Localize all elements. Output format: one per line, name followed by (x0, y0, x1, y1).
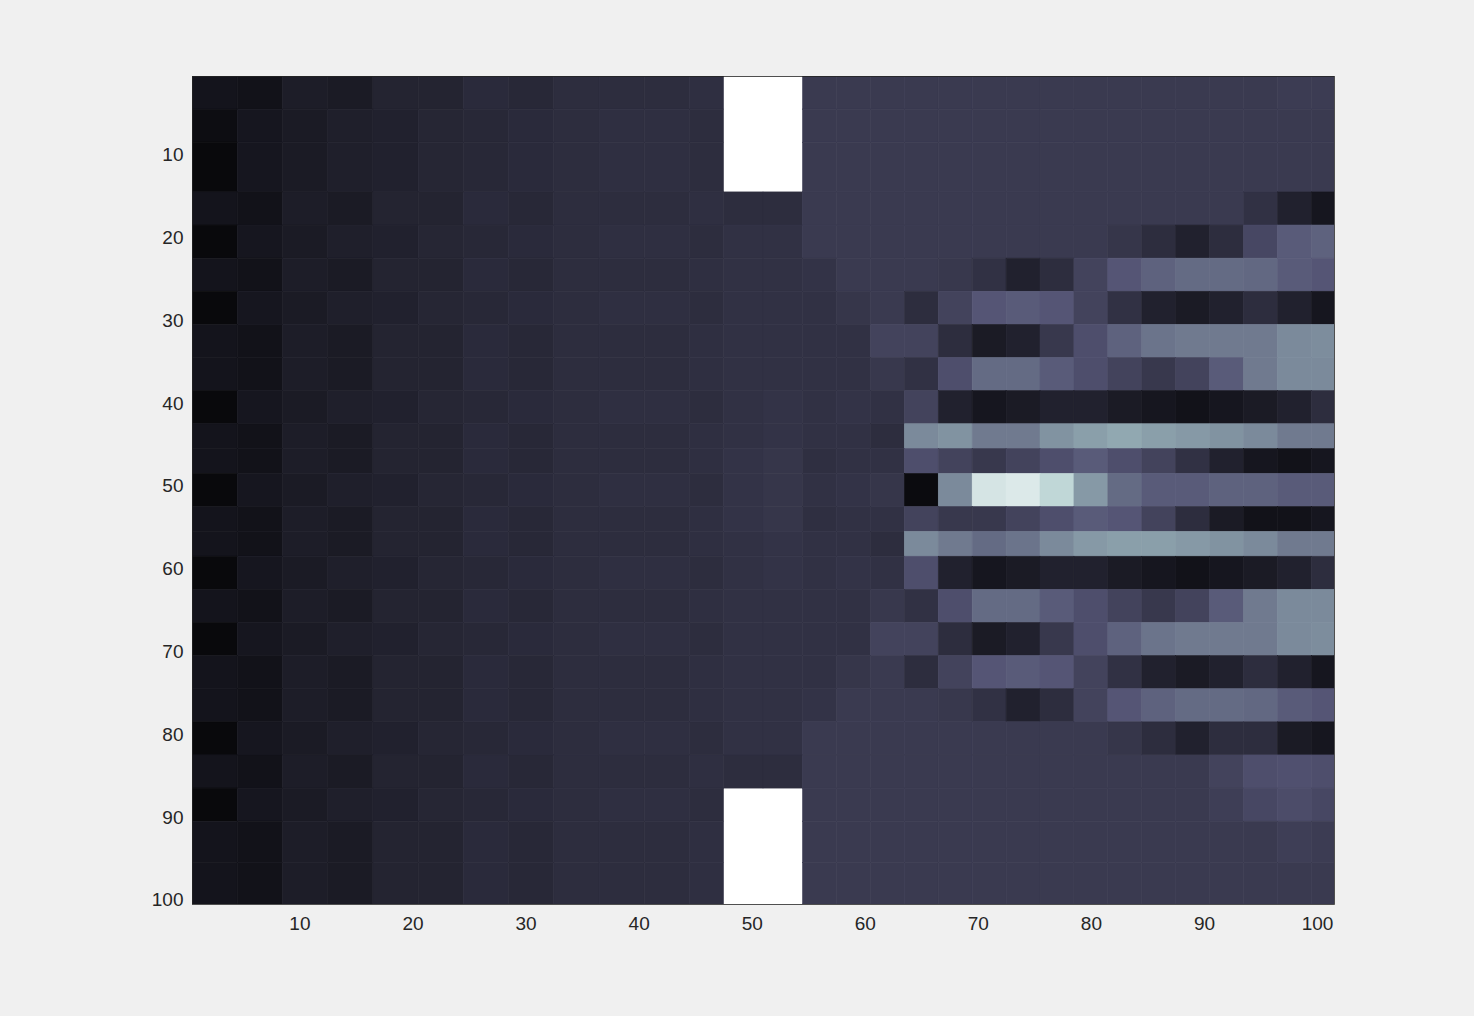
svg-text:60: 60 (162, 558, 183, 579)
svg-text:90: 90 (162, 807, 183, 828)
svg-text:40: 40 (629, 913, 650, 934)
svg-text:80: 80 (1081, 913, 1102, 934)
svg-text:50: 50 (742, 913, 763, 934)
svg-text:100: 100 (1302, 913, 1334, 934)
svg-text:100: 100 (152, 889, 184, 910)
svg-text:50: 50 (162, 475, 183, 496)
svg-text:20: 20 (162, 227, 183, 248)
svg-text:90: 90 (1194, 913, 1215, 934)
svg-text:20: 20 (402, 913, 423, 934)
svg-text:10: 10 (289, 913, 310, 934)
svg-text:30: 30 (162, 310, 183, 331)
svg-text:40: 40 (162, 393, 183, 414)
svg-text:70: 70 (162, 641, 183, 662)
svg-text:30: 30 (515, 913, 536, 934)
svg-text:60: 60 (855, 913, 876, 934)
svg-text:80: 80 (162, 724, 183, 745)
svg-text:10: 10 (162, 144, 183, 165)
svg-text:70: 70 (968, 913, 989, 934)
